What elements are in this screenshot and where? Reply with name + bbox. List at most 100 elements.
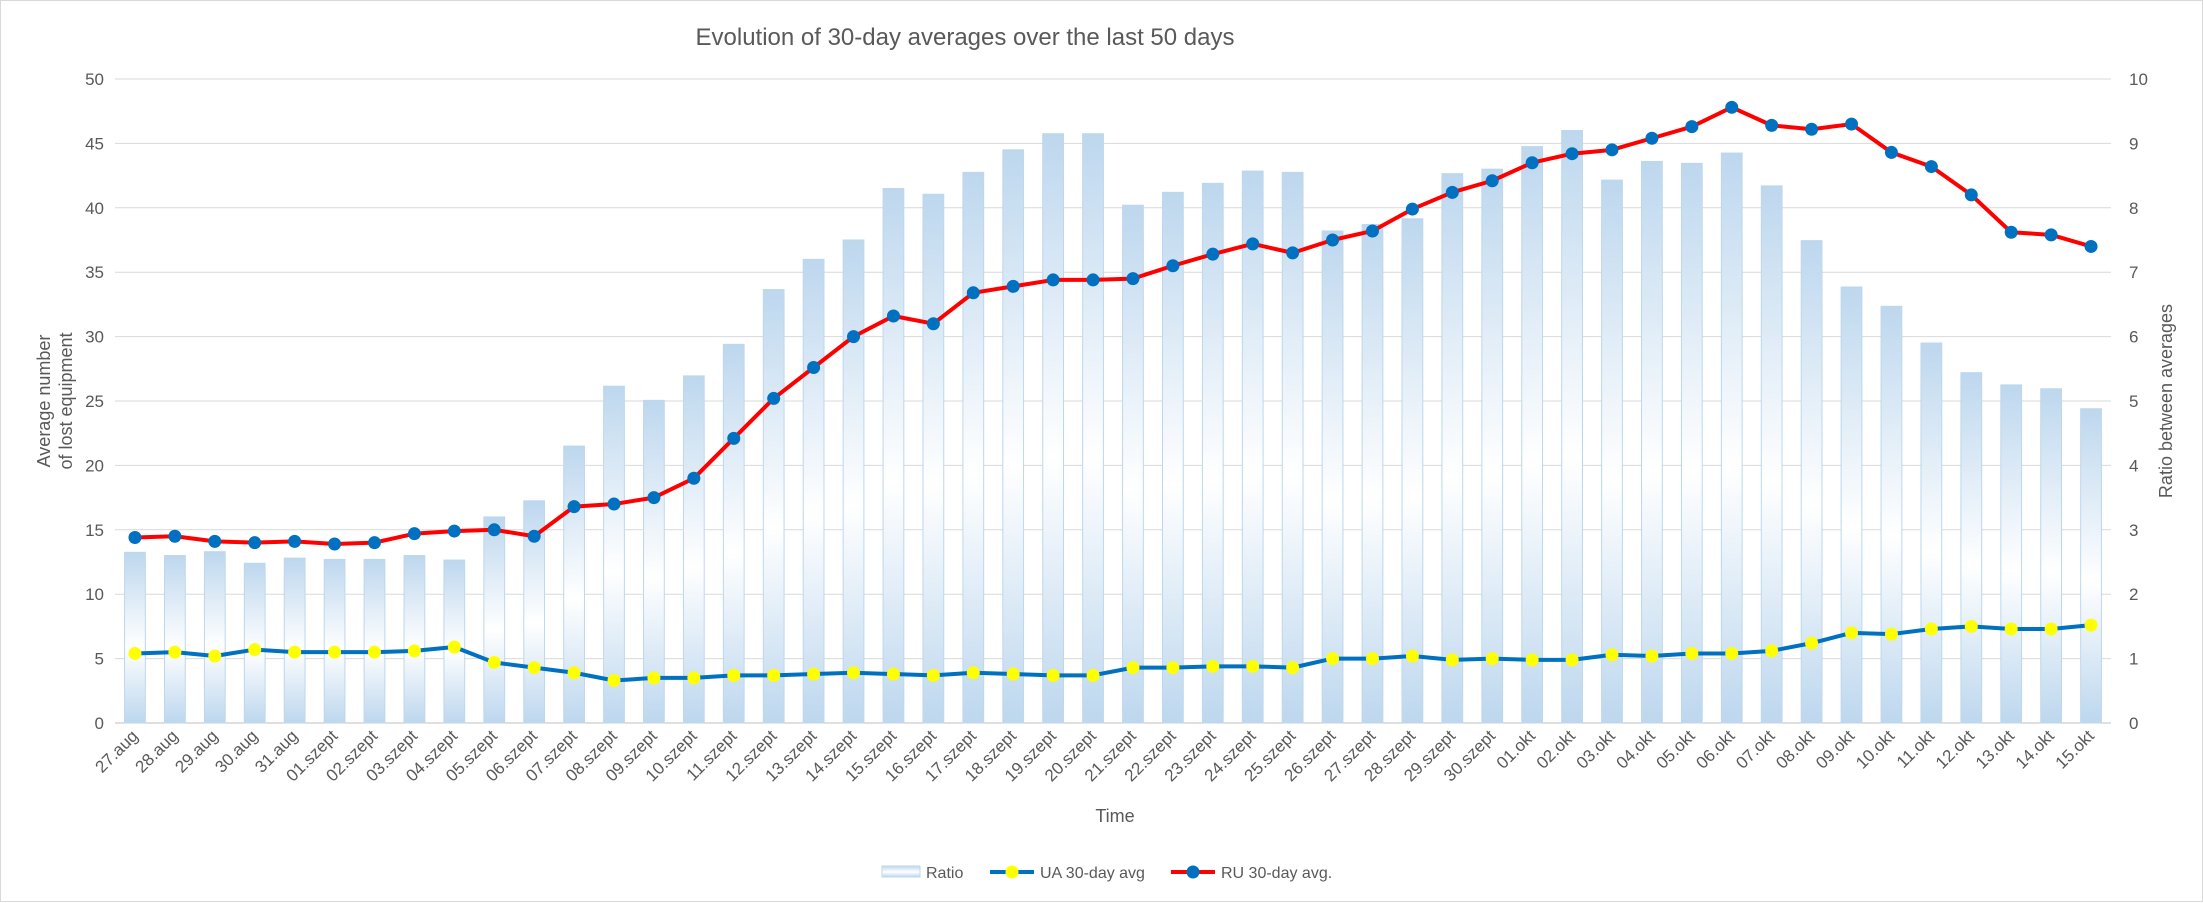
ua-point <box>847 666 861 680</box>
ua-point <box>288 645 302 659</box>
ratio-bar <box>1641 160 1663 724</box>
ua-point <box>1805 636 1819 650</box>
ru-point <box>1326 233 1340 247</box>
right-tick-label: 3 <box>2129 521 2138 540</box>
ua-point <box>527 661 541 675</box>
ratio-bar <box>1201 182 1224 724</box>
ru-point <box>607 497 621 511</box>
left-tick-label: 45 <box>85 134 104 153</box>
ru-point <box>1485 174 1499 188</box>
ua-point <box>1845 626 1859 640</box>
ua-point <box>567 666 581 680</box>
ratio-bar <box>563 445 585 724</box>
ratio-bar <box>1441 173 1464 724</box>
ratio-bar <box>323 558 346 724</box>
left-tick-label: 50 <box>85 70 104 89</box>
ru-point <box>1805 122 1819 136</box>
ru-point <box>1725 100 1739 114</box>
ua-point <box>248 643 262 657</box>
ratio-bar <box>1601 179 1623 724</box>
ua-point <box>1246 659 1260 673</box>
ru-point <box>647 491 661 505</box>
ua-point <box>447 640 461 654</box>
ru-point <box>1445 185 1459 199</box>
ratio-bar <box>1720 152 1743 724</box>
ru-point <box>168 529 182 543</box>
ru-point <box>367 536 381 550</box>
ua-point <box>1964 619 1978 633</box>
ua-point <box>367 645 381 659</box>
ratio-bar <box>842 239 865 724</box>
ru-series-line <box>134 105 2092 546</box>
ru-point <box>1765 118 1779 132</box>
ua-point <box>687 671 701 685</box>
ratio-bar <box>1920 342 1943 724</box>
ratio-bar <box>403 555 426 724</box>
average-lines <box>128 100 2098 687</box>
ratio-bar <box>682 375 705 724</box>
ua-point <box>1765 644 1779 658</box>
ratio-bar <box>164 555 186 724</box>
ratio-bar <box>1162 191 1184 724</box>
ratio-bar <box>1002 149 1025 724</box>
ua-point <box>2044 622 2058 636</box>
ru-point <box>1166 259 1180 273</box>
ratio-bar <box>1880 305 1903 724</box>
ru-point <box>1206 247 1220 261</box>
right-tick-label: 10 <box>2129 70 2148 89</box>
ru-point <box>1126 272 1140 286</box>
ratio-bar <box>1960 372 1983 724</box>
ru-point <box>2004 225 2018 239</box>
legend-ratio-label: Ratio <box>926 865 963 882</box>
x-tick-label: 09.okt <box>1812 726 1858 772</box>
legend-ratio-swatch <box>881 865 921 878</box>
ratio-bar <box>363 558 386 724</box>
ua-point <box>1525 653 1539 667</box>
ratio-bar <box>1122 204 1144 724</box>
x-tick-label: 12.okt <box>1932 726 1978 772</box>
ratio-bar <box>2040 388 2062 724</box>
ru-point <box>567 500 581 514</box>
ua-point <box>328 645 342 659</box>
right-tick-label: 5 <box>2129 392 2138 411</box>
x-axis-title: Time <box>1095 806 1134 826</box>
x-tick-label: 30.aug <box>211 726 261 776</box>
ru-point <box>1845 117 1859 131</box>
x-tick-label: 06.okt <box>1692 726 1738 772</box>
ratio-bar <box>1680 162 1703 724</box>
ua-point <box>1645 649 1659 663</box>
ratio-bar <box>603 385 625 724</box>
ua-point <box>807 667 821 681</box>
ua-series-line <box>134 623 2092 683</box>
left-tick-label: 15 <box>85 521 104 540</box>
ua-point <box>487 655 501 669</box>
ru-point <box>487 523 501 537</box>
legend-ru-label: RU 30-day avg. <box>1221 865 1332 882</box>
left-tick-label: 25 <box>85 392 104 411</box>
legend-ua-label: UA 30-day avg <box>1040 865 1145 882</box>
ru-point <box>1884 145 1898 159</box>
ua-point <box>1725 646 1739 660</box>
ratio-bar <box>1840 286 1863 724</box>
left-axis-title: Average number of lost equipment <box>34 332 76 469</box>
ratio-bar <box>1561 130 1583 724</box>
x-tick-label: 13.okt <box>1972 726 2018 772</box>
ua-point <box>407 644 421 658</box>
legend-ua-marker <box>1005 865 1019 879</box>
ratio-bar <box>1082 133 1104 724</box>
ua-point <box>1046 668 1060 682</box>
ratio-bar <box>283 557 306 724</box>
ua-point <box>607 673 621 687</box>
ru-point <box>1046 273 1060 287</box>
ru-point <box>1086 273 1100 287</box>
x-tick-label: 11.okt <box>1893 726 1938 771</box>
ua-point <box>1405 649 1419 663</box>
x-tick-label: 08.okt <box>1772 726 1818 772</box>
ratio-bars <box>124 130 2102 724</box>
ua-point <box>1086 668 1100 682</box>
right-tick-label: 8 <box>2129 199 2138 218</box>
x-tick-label: 04.okt <box>1613 726 1659 772</box>
ru-point <box>847 330 861 344</box>
